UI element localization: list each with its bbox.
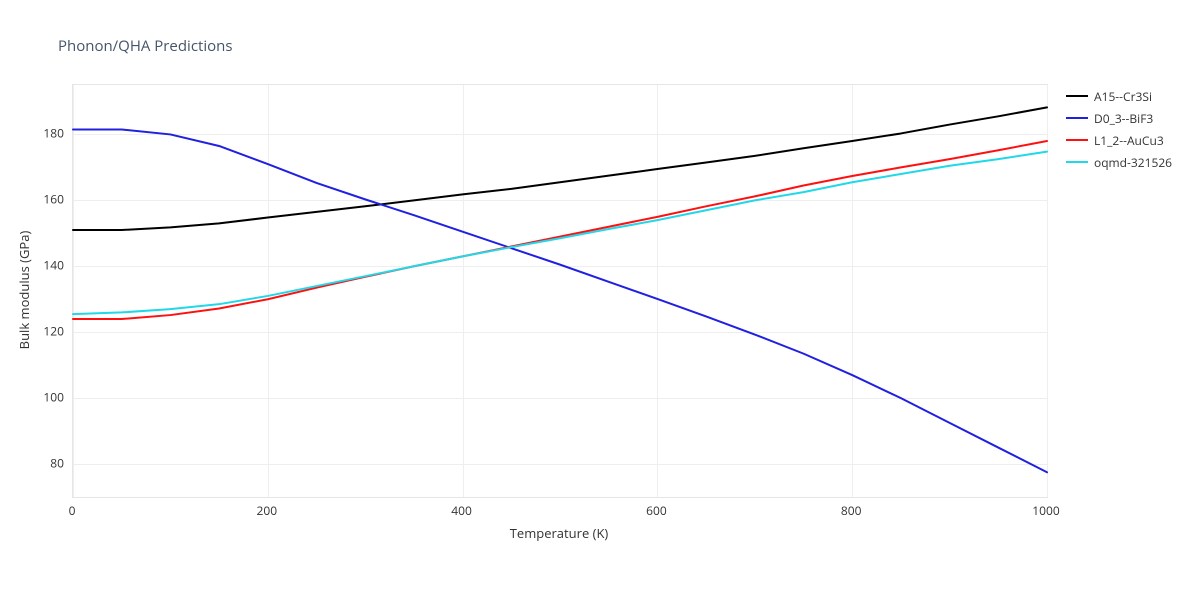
series-line: [73, 141, 1047, 319]
legend-label: oqmd-321526: [1094, 154, 1172, 171]
y-tick-label: 80: [50, 455, 64, 472]
legend: A15--Cr3Si D0_3--BiF3 L1_2--AuCu3 oqmd-3215…: [1066, 86, 1172, 174]
legend-label: L1_2--AuCu3: [1094, 132, 1164, 149]
chart-title: Phonon/QHA Predictions: [58, 36, 233, 56]
legend-label: D0_3--BiF3: [1094, 110, 1153, 127]
y-tick-label: 180: [43, 125, 64, 142]
x-tick-label: 1000: [1032, 502, 1059, 519]
chart-container: Phonon/QHA Predictions 0 200 400 600 800 1000…: [0, 0, 1200, 600]
legend-item[interactable]: A15--Cr3Si: [1066, 86, 1172, 106]
legend-label: A15--Cr3Si: [1094, 88, 1152, 105]
legend-swatch: [1066, 117, 1088, 119]
series-layer: [73, 85, 1047, 497]
plot-area: [72, 84, 1048, 498]
series-line: [73, 130, 1047, 473]
legend-swatch: [1066, 139, 1088, 141]
y-tick-label: 160: [43, 191, 64, 208]
y-tick-label: 120: [43, 323, 64, 340]
x-tick-label: 0: [69, 502, 76, 519]
x-tick-label: 400: [451, 502, 472, 519]
x-axis-label: Temperature (K): [510, 524, 609, 542]
legend-item[interactable]: oqmd-321526: [1066, 152, 1172, 172]
x-tick-label: 800: [841, 502, 862, 519]
x-tick-label: 600: [646, 502, 667, 519]
x-gridline: [1047, 85, 1048, 497]
legend-swatch: [1066, 95, 1088, 97]
legend-item[interactable]: D0_3--BiF3: [1066, 108, 1172, 128]
series-line: [73, 107, 1047, 230]
y-tick-label: 100: [43, 389, 64, 406]
x-tick-label: 200: [257, 502, 278, 519]
legend-item[interactable]: L1_2--AuCu3: [1066, 130, 1172, 150]
series-line: [73, 152, 1047, 314]
legend-swatch: [1066, 161, 1088, 163]
y-tick-label: 140: [43, 257, 64, 274]
y-axis-label: Bulk modulus (GPa): [15, 231, 33, 350]
